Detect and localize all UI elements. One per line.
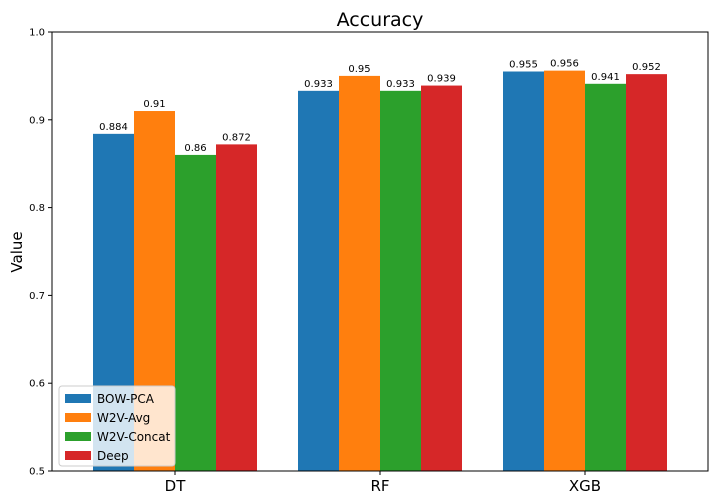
bar-value-label: 0.884 [99,122,128,133]
bar-value-label: 0.939 [427,74,456,85]
x-tick-label: DT [165,477,187,495]
bar-value-label: 0.952 [632,62,661,73]
bar-xgb-deep [626,74,667,472]
bar-value-label: 0.956 [550,59,579,70]
x-tick-label: RF [370,477,389,495]
legend-swatch [65,394,91,403]
bar-value-label: 0.86 [184,143,206,154]
y-tick-label: 0.6 [29,379,45,390]
y-tick-label: 0.7 [29,291,45,302]
legend-entry-label: Deep [97,449,129,463]
y-tick-label: 1.0 [29,28,45,39]
plot-frame [51,31,709,472]
y-tick-label: 0.9 [29,115,45,126]
legend-swatch [65,451,91,460]
bar-dt-w2v-concat [175,154,216,472]
legend-swatch [65,413,91,422]
bar-value-label: 0.872 [222,132,251,143]
legend: BOW-PCA W2V-Avg W2V-Concat Deep [58,385,176,467]
x-tick-label: XGB [569,477,601,495]
bar-rf-w2v-concat [380,90,421,472]
legend-box [58,385,176,467]
bar-rf-w2v-avg [339,75,380,472]
bar-value-label: 0.933 [304,79,333,90]
y-tick-label: 0.5 [29,467,45,478]
chart-title: Accuracy [337,9,424,31]
bar-xgb-bow-pca [503,71,544,471]
bar-dt-deep [216,144,257,471]
bar-rf-bow-pca [298,90,339,472]
y-tick-label: 0.8 [29,203,45,214]
legend-entry-label: BOW-PCA [97,392,155,406]
bar-value-label: 0.955 [509,60,538,71]
bar-xgb-w2v-concat [585,83,626,471]
y-axis-title: Value [8,231,26,272]
axes-layer: DT RF XGB 0.5 0.6 0.7 0.8 0.9 1.0 [29,28,709,495]
bar-xgb-w2v-avg [544,70,585,471]
bar-value-label: 0.941 [591,72,620,83]
legend-entry-label: W2V-Concat [97,430,171,444]
legend-entry-label: W2V-Avg [97,411,150,425]
bars-layer [93,70,667,472]
bar-value-label: 0.933 [386,79,415,90]
legend-swatch [65,432,91,441]
bar-value-label: 0.91 [143,99,165,110]
bar-labels-layer: 0.884 0.91 0.86 0.872 0.933 0.95 0.933 0.939 0.9… [99,59,661,154]
bar-value-label: 0.95 [348,64,370,75]
bar-rf-deep [421,85,462,472]
